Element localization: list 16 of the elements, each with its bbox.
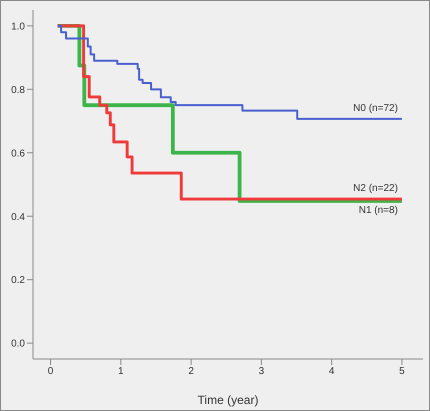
x-tick-label: 4 <box>328 366 335 378</box>
x-tick-label: 0 <box>48 366 54 378</box>
x-tick-label: 1 <box>118 366 124 378</box>
x-tick-label: 3 <box>258 366 265 378</box>
x-tick-label: 2 <box>188 366 194 378</box>
y-tick-label: 0.4 <box>11 212 26 223</box>
y-tick-label: 1.0 <box>11 21 26 32</box>
x-tick-label: 5 <box>399 366 406 378</box>
series-label: N1 (n=8) <box>358 205 398 216</box>
y-tick-label: 0.0 <box>11 338 26 350</box>
y-tick-label: 0.6 <box>11 148 26 160</box>
series-label: N0 (n=72) <box>353 102 398 114</box>
y-tick-label: 0.8 <box>11 84 26 96</box>
series-label: N2 (n=22) <box>353 183 398 194</box>
x-axis-title: Time (year) <box>198 393 258 407</box>
y-tick-label: 0.2 <box>11 275 26 286</box>
